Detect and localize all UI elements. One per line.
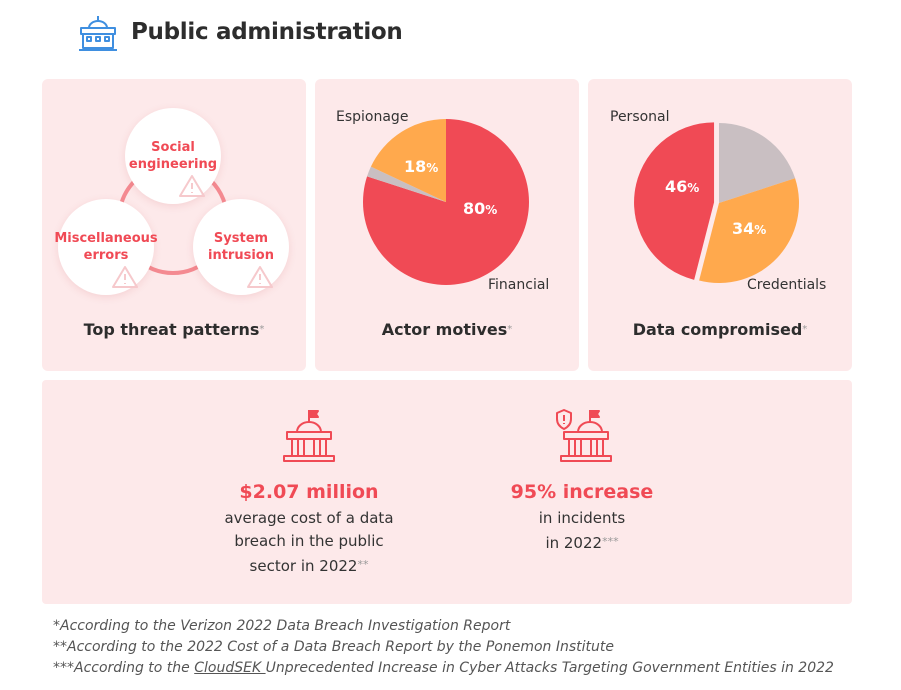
slice-label-credentials: Credentials [747, 277, 827, 293]
slice-value-financial: 80% [463, 199, 498, 218]
slice-value-personal: 46% [665, 177, 700, 196]
actor-motives-card: Espionage Financial 18% 80% Actor motive… [315, 79, 579, 371]
pie-slice-other [367, 166, 446, 202]
footnote-ponemon: **According to the 2022 Cost of a Data B… [53, 639, 614, 655]
threat-patterns-caption: Top threat patterns* [83, 320, 265, 339]
threat-bubble-social-engineering: Social engineering [125, 108, 221, 204]
warning-icon [112, 266, 138, 288]
threat-label: System intrusion [208, 231, 274, 263]
page-header: Public administration [0, 0, 901, 70]
pie-slice-espionage [370, 119, 446, 202]
page-title: Public administration [131, 19, 403, 45]
slice-label-personal: Personal [610, 109, 670, 125]
warning-icon [179, 175, 205, 197]
cloudsek-link[interactable]: CloudSEK [194, 660, 266, 676]
stat-cost-description: average cost of a data breach in the pub… [224, 509, 394, 575]
footnote-verizon: *According to the Verizon 2022 Data Brea… [53, 618, 511, 634]
stat-increase-value: 95% increase [510, 481, 654, 503]
data-compromised-card: Personal Credentials 46% 34% Data compro… [588, 79, 852, 371]
threat-bubble-miscellaneous-errors: Miscellaneous errors [54, 199, 158, 295]
threat-patterns-card: Social engineering Miscellaneous errors … [42, 79, 306, 371]
warning-icon [247, 266, 273, 288]
pie-slice-other [719, 123, 796, 203]
actor-motives-caption: Actor motives* [381, 320, 513, 339]
stat-cost-value: $2.07 million [239, 481, 379, 503]
pie-slice-credentials [699, 178, 799, 283]
slice-value-credentials: 34% [732, 219, 767, 238]
government-building-flag-icon [283, 410, 335, 462]
pie-slice-personal [634, 122, 715, 280]
government-building-icon [79, 16, 117, 51]
slice-value-espionage: 18% [404, 157, 439, 176]
threat-label: Social engineering [128, 140, 218, 172]
footnote-cloudsek: ***According to the CloudSEK Unprecedent… [53, 660, 834, 676]
threat-bubble-system-intrusion: System intrusion [193, 199, 289, 295]
actor-motives-pie [363, 119, 529, 285]
data-compromised-caption: Data compromised* [632, 320, 808, 339]
threat-label: Miscellaneous errors [54, 231, 158, 263]
government-building-alert-icon [556, 409, 612, 462]
data-compromised-pie [634, 122, 799, 283]
footnotes: *According to the Verizon 2022 Data Brea… [53, 616, 834, 679]
slice-label-espionage: Espionage [336, 109, 409, 125]
stat-increase-description: in incidents in 2022*** [538, 509, 626, 552]
slice-label-financial: Financial [488, 277, 550, 293]
stats-card: $2.07 million average cost of a data bre… [42, 380, 852, 604]
